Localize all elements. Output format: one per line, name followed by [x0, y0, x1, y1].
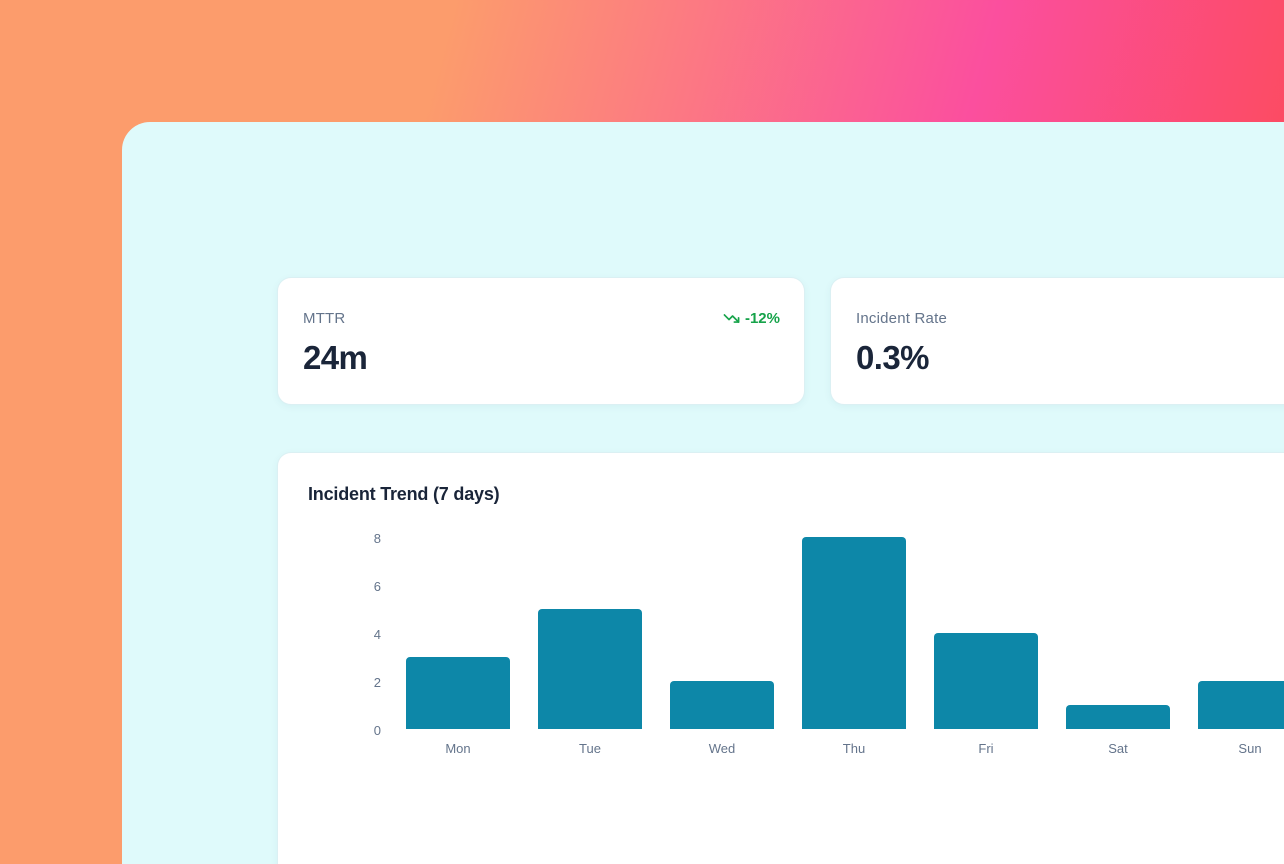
kpi-header: Incident Rate -5%	[856, 310, 1284, 327]
chart-bar-wed	[670, 681, 774, 729]
kpi-delta-value: -12%	[744, 310, 780, 327]
trending-down-icon	[723, 314, 740, 323]
x-axis: Mon Tue Wed Thu Fri Sat Sun	[406, 741, 1284, 756]
x-axis-label: Tue	[579, 741, 601, 756]
kpi-value: 0.3%	[856, 339, 929, 376]
y-axis-tick: 2	[373, 675, 381, 690]
y-axis: 0 2 4 6 8	[278, 453, 1284, 864]
x-axis-label: Mon	[445, 741, 471, 756]
y-axis-tick: 6	[373, 579, 381, 594]
kpi-label: Incident Rate	[856, 310, 947, 327]
chart-bar-tue	[538, 609, 642, 729]
kpi-value: 24m	[303, 339, 368, 376]
chart-bar-sat	[1066, 705, 1170, 729]
chart-title: Incident Trend (7 days)	[308, 484, 500, 504]
x-axis-label: Sun	[1238, 741, 1262, 756]
chart-bar-sun	[1198, 681, 1284, 729]
x-axis-label: Fri	[978, 741, 994, 756]
x-axis-label: Thu	[842, 741, 866, 756]
dashboard-panel: MTTR -12% 24m Incident Rate -5% 0.3%	[122, 122, 1284, 864]
chart-bar-thu	[802, 537, 906, 729]
incident-trend-card: Incident Trend (7 days) 0 2 4 6 8 Mon Tue Wed T…	[277, 452, 1284, 864]
x-axis-label: Wed	[708, 741, 736, 756]
y-axis-tick: 0	[373, 723, 381, 738]
x-axis-label: Sat	[1108, 741, 1128, 756]
bar-series	[406, 537, 1284, 729]
kpi-header: MTTR -12%	[303, 310, 780, 327]
kpi-label: MTTR	[303, 310, 346, 327]
chart-bar-fri	[934, 633, 1038, 729]
bar-chart: 0 2 4 6 8 Mon Tue Wed Thu Fri Sat Sun	[278, 453, 1284, 864]
chart-bar-mon	[406, 657, 510, 729]
kpi-card-mttr: MTTR -12% 24m	[277, 277, 805, 405]
y-axis-tick: 4	[373, 627, 381, 642]
y-axis-tick: 8	[373, 531, 381, 546]
kpi-delta: -12%	[723, 310, 780, 327]
kpi-card-incident-rate: Incident Rate -5% 0.3%	[830, 277, 1284, 405]
